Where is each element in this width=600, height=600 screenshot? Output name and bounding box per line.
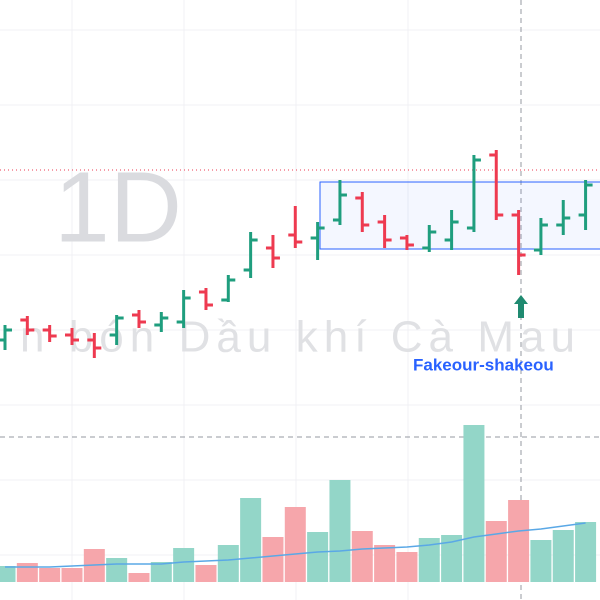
watermark-subtitle: n bón Dầu khí Cà Mau [20, 313, 575, 362]
volume-bar [463, 425, 485, 582]
volume-bar [441, 535, 463, 582]
watermark: 1D [54, 151, 182, 263]
volume-bar [262, 537, 284, 582]
volume-bar [39, 568, 61, 582]
volume-bar [240, 498, 262, 582]
volume-ma [5, 522, 586, 568]
volume-bar [150, 562, 172, 582]
volume-bar [0, 566, 16, 582]
volume-bar [61, 568, 83, 582]
volume-bar [106, 558, 128, 582]
volume-bar [418, 538, 440, 582]
volume-bar [307, 532, 329, 582]
volume-bar [552, 530, 574, 582]
volume-bar [16, 563, 38, 582]
volume-bar [396, 552, 418, 582]
volume-bar [485, 521, 507, 582]
volume-bar [374, 545, 396, 582]
price-pane [0, 150, 593, 358]
range-box [319, 181, 600, 250]
volume-bar [329, 480, 351, 582]
volume-bar [575, 522, 597, 582]
volume-bar [173, 548, 195, 582]
volume-bar [195, 565, 217, 582]
annotation: Fakeour-shakeou [413, 355, 554, 374]
volume-bar [284, 507, 306, 582]
volume-bar [508, 500, 530, 582]
volume-bar [530, 540, 552, 582]
volume-pane [0, 425, 597, 582]
volume-bar [217, 545, 239, 582]
volume-bar [351, 531, 373, 582]
arrow-up [514, 295, 528, 318]
volume-bar [128, 573, 150, 582]
